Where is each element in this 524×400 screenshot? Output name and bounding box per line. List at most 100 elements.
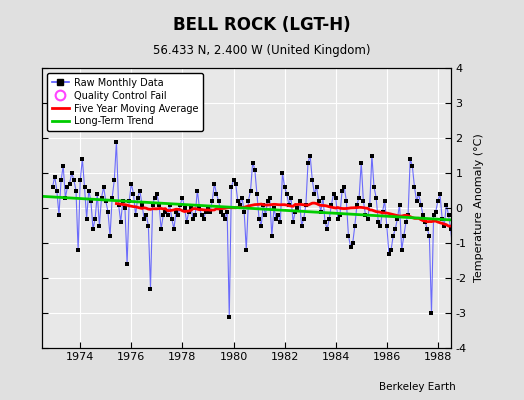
Point bbox=[325, 215, 333, 222]
Point bbox=[306, 152, 314, 159]
Point bbox=[242, 247, 250, 253]
Point bbox=[334, 215, 342, 222]
Point bbox=[312, 184, 321, 190]
Point bbox=[481, 257, 489, 264]
Point bbox=[402, 219, 410, 225]
Point bbox=[408, 163, 417, 169]
Point bbox=[362, 212, 370, 218]
Point bbox=[502, 254, 510, 260]
Point bbox=[134, 194, 142, 201]
Point bbox=[255, 215, 263, 222]
Point bbox=[385, 250, 393, 257]
Point bbox=[425, 233, 433, 239]
Point bbox=[291, 208, 299, 215]
Point bbox=[495, 212, 504, 218]
Point bbox=[459, 198, 467, 204]
Point bbox=[474, 247, 483, 253]
Point bbox=[487, 187, 495, 194]
Text: BELL ROCK (LGT-H): BELL ROCK (LGT-H) bbox=[173, 16, 351, 34]
Point bbox=[470, 257, 478, 264]
Point bbox=[191, 212, 200, 218]
Point bbox=[366, 201, 374, 208]
Point bbox=[127, 180, 136, 187]
Point bbox=[508, 198, 517, 204]
Point bbox=[114, 201, 123, 208]
Point bbox=[152, 191, 161, 197]
Point bbox=[193, 187, 202, 194]
Point bbox=[89, 226, 97, 232]
Point bbox=[63, 184, 72, 190]
Point bbox=[48, 184, 57, 190]
Point bbox=[204, 205, 212, 211]
Point bbox=[444, 212, 453, 218]
Point bbox=[118, 198, 127, 204]
Point bbox=[440, 222, 449, 229]
Point bbox=[455, 233, 463, 239]
Point bbox=[457, 215, 465, 222]
Point bbox=[523, 191, 524, 197]
Point bbox=[404, 212, 412, 218]
Point bbox=[466, 222, 474, 229]
Point bbox=[144, 222, 152, 229]
Point bbox=[174, 212, 182, 218]
Point bbox=[176, 201, 184, 208]
Point bbox=[512, 222, 521, 229]
Point bbox=[212, 191, 221, 197]
Point bbox=[287, 194, 295, 201]
Point bbox=[461, 180, 470, 187]
Point bbox=[221, 215, 229, 222]
Point bbox=[227, 184, 236, 190]
Point bbox=[142, 212, 150, 218]
Point bbox=[123, 261, 132, 267]
Point bbox=[140, 215, 148, 222]
Point bbox=[268, 233, 276, 239]
Point bbox=[274, 212, 282, 218]
Point bbox=[421, 219, 429, 225]
Point bbox=[198, 212, 206, 218]
Point bbox=[266, 194, 274, 201]
Point bbox=[100, 184, 108, 190]
Point bbox=[78, 156, 86, 162]
Point bbox=[246, 187, 255, 194]
Point bbox=[319, 194, 327, 201]
Point bbox=[400, 233, 408, 239]
Point bbox=[398, 247, 406, 253]
Point bbox=[102, 198, 110, 204]
Point bbox=[93, 191, 102, 197]
Point bbox=[136, 187, 144, 194]
Point bbox=[464, 198, 472, 204]
Point bbox=[159, 212, 168, 218]
Text: Berkeley Earth: Berkeley Earth bbox=[379, 382, 456, 392]
Point bbox=[342, 198, 351, 204]
Point bbox=[383, 222, 391, 229]
Point bbox=[108, 194, 116, 201]
Point bbox=[163, 212, 172, 218]
Point bbox=[182, 219, 191, 225]
Point bbox=[364, 215, 372, 222]
Point bbox=[323, 226, 331, 232]
Point bbox=[427, 310, 435, 316]
Point bbox=[300, 215, 308, 222]
Point bbox=[261, 212, 270, 218]
Point bbox=[219, 212, 227, 218]
Point bbox=[189, 215, 197, 222]
Point bbox=[259, 201, 268, 208]
Point bbox=[314, 198, 323, 204]
Point bbox=[417, 201, 425, 208]
Point bbox=[82, 215, 91, 222]
Point bbox=[519, 198, 524, 204]
Point bbox=[52, 187, 61, 194]
Point bbox=[406, 156, 414, 162]
Point bbox=[248, 159, 257, 166]
Point bbox=[276, 219, 285, 225]
Point bbox=[280, 184, 289, 190]
Point bbox=[264, 198, 272, 204]
Point bbox=[376, 222, 385, 229]
Point bbox=[68, 170, 76, 176]
Point bbox=[434, 198, 442, 204]
Point bbox=[321, 219, 329, 225]
Point bbox=[378, 208, 387, 215]
Point bbox=[225, 313, 234, 320]
Point bbox=[393, 215, 401, 222]
Point bbox=[506, 292, 515, 299]
